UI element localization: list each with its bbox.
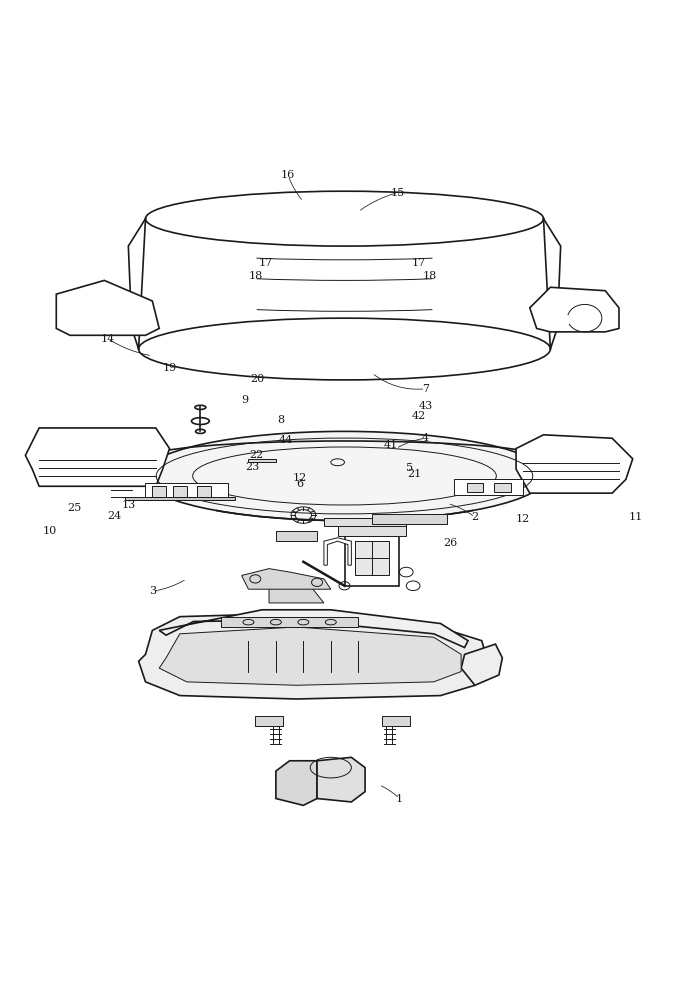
Polygon shape <box>221 617 358 627</box>
Polygon shape <box>159 610 468 648</box>
Text: 15: 15 <box>391 188 405 198</box>
Polygon shape <box>256 716 282 726</box>
Text: 22: 22 <box>249 450 264 460</box>
Polygon shape <box>249 459 276 462</box>
Polygon shape <box>276 531 317 541</box>
Polygon shape <box>276 761 317 805</box>
Text: 24: 24 <box>107 511 122 521</box>
Text: 42: 42 <box>411 411 426 421</box>
Polygon shape <box>454 479 523 495</box>
Text: 13: 13 <box>121 500 136 510</box>
Text: 20: 20 <box>250 374 265 384</box>
Text: 44: 44 <box>279 435 294 445</box>
Polygon shape <box>56 280 159 335</box>
Ellipse shape <box>142 431 547 521</box>
Polygon shape <box>152 486 166 497</box>
Text: 1: 1 <box>396 794 403 804</box>
Text: 17: 17 <box>258 258 273 268</box>
Polygon shape <box>324 518 407 526</box>
Text: 23: 23 <box>245 462 260 472</box>
Polygon shape <box>466 483 483 492</box>
Text: 43: 43 <box>418 401 433 411</box>
Polygon shape <box>461 644 502 685</box>
Polygon shape <box>269 579 324 603</box>
Polygon shape <box>145 483 228 500</box>
Text: 21: 21 <box>407 469 422 479</box>
Text: 9: 9 <box>241 395 249 405</box>
Polygon shape <box>138 613 489 699</box>
Text: 19: 19 <box>163 363 176 373</box>
Polygon shape <box>494 483 511 492</box>
Text: 12: 12 <box>293 473 307 483</box>
Text: 26: 26 <box>444 538 458 548</box>
Polygon shape <box>324 538 351 565</box>
Text: 14: 14 <box>101 334 115 344</box>
Text: 5: 5 <box>406 463 413 473</box>
Polygon shape <box>344 531 400 586</box>
Polygon shape <box>317 757 365 802</box>
Polygon shape <box>530 287 619 332</box>
Text: 4: 4 <box>422 433 429 443</box>
Text: 2: 2 <box>471 512 478 522</box>
Text: 18: 18 <box>422 271 437 281</box>
Text: 6: 6 <box>296 479 303 489</box>
Text: 7: 7 <box>422 384 429 394</box>
Text: 11: 11 <box>629 512 644 522</box>
Polygon shape <box>516 435 633 493</box>
Text: 12: 12 <box>516 514 530 524</box>
Text: 8: 8 <box>277 415 285 425</box>
Text: 18: 18 <box>248 271 263 281</box>
Polygon shape <box>355 541 389 575</box>
Polygon shape <box>159 627 461 685</box>
Polygon shape <box>197 486 211 497</box>
Polygon shape <box>338 525 407 536</box>
Polygon shape <box>242 569 331 589</box>
Text: 25: 25 <box>68 503 82 513</box>
Text: 17: 17 <box>411 258 426 268</box>
Text: 41: 41 <box>384 440 398 450</box>
Polygon shape <box>25 428 169 486</box>
Polygon shape <box>125 497 235 500</box>
Polygon shape <box>372 514 447 524</box>
Polygon shape <box>173 486 187 497</box>
Polygon shape <box>382 716 410 726</box>
Text: 3: 3 <box>149 586 156 596</box>
Text: 10: 10 <box>42 526 56 536</box>
Text: 16: 16 <box>281 170 296 180</box>
